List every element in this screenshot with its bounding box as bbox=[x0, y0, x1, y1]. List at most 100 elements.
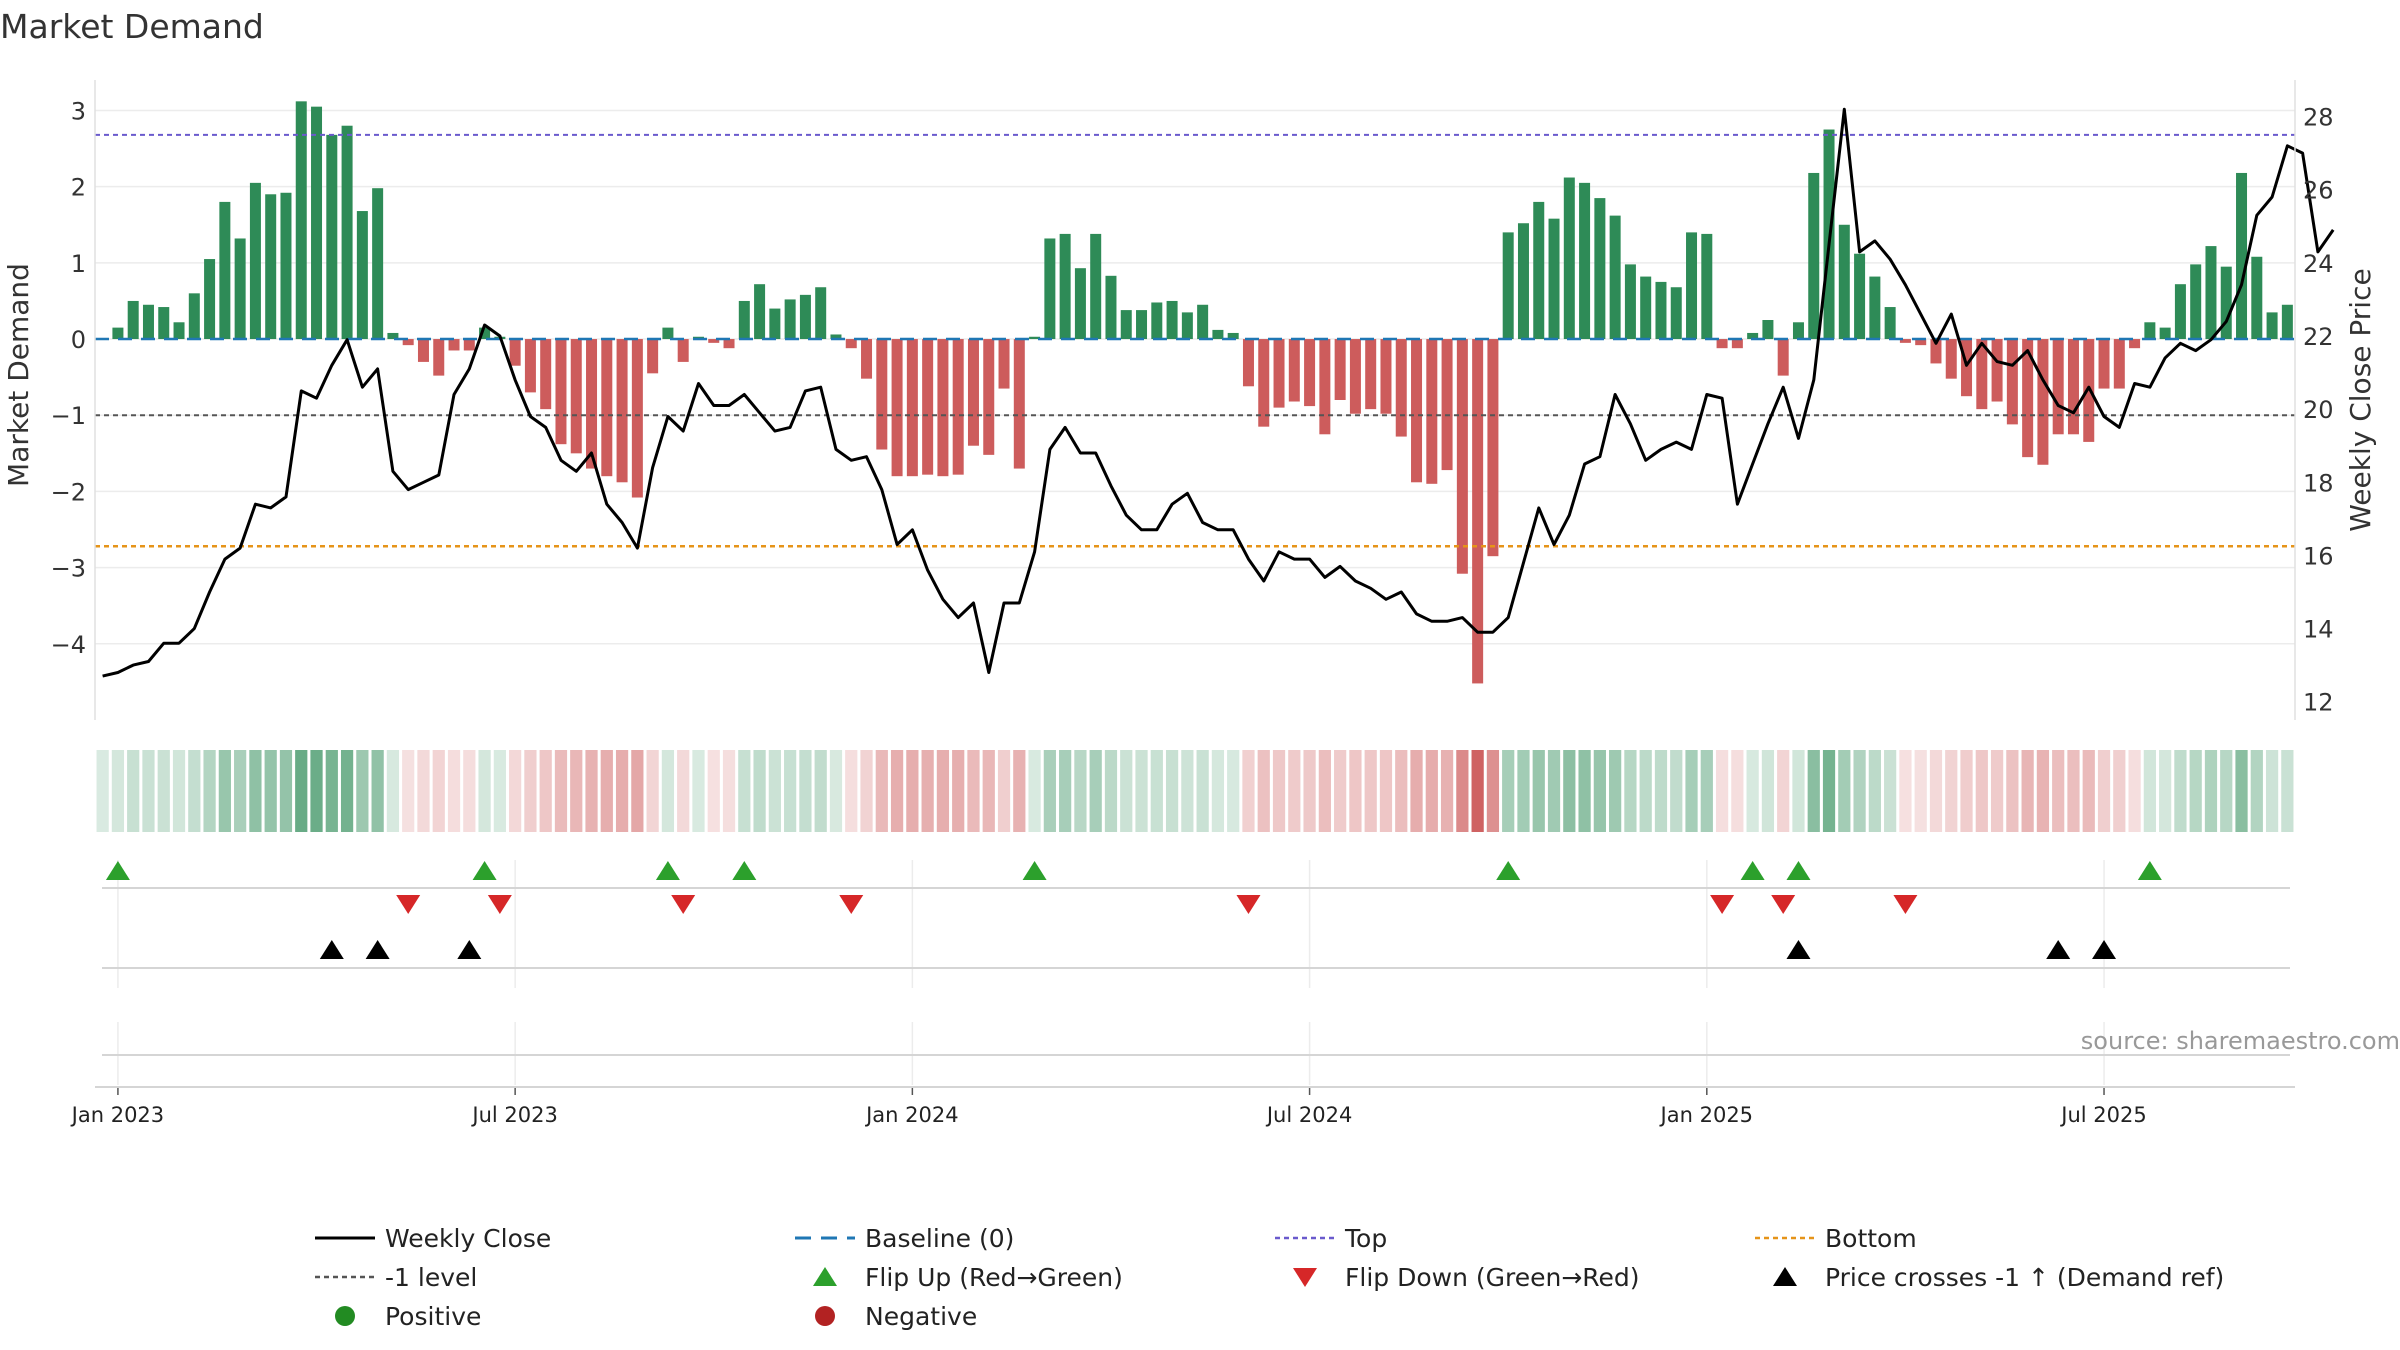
heat-cell bbox=[1792, 750, 1805, 832]
demand-bar bbox=[1961, 339, 1973, 397]
heat-cell bbox=[447, 750, 461, 832]
demand-bar bbox=[1044, 238, 1056, 340]
flip-up-marker bbox=[1496, 861, 1521, 880]
flip-up-marker bbox=[472, 861, 497, 880]
demand-bar bbox=[891, 339, 903, 477]
demand-bar bbox=[754, 284, 766, 340]
demand-bar bbox=[1533, 201, 1545, 340]
demand-bar bbox=[631, 339, 643, 498]
demand-bar bbox=[1640, 276, 1652, 340]
heat-cell bbox=[463, 750, 476, 832]
demand-bar bbox=[1319, 339, 1331, 435]
heat-cell bbox=[1899, 750, 1912, 832]
heat-cell bbox=[829, 750, 843, 832]
demand-bar bbox=[2006, 339, 2018, 425]
legend-negative-swatch bbox=[815, 1306, 835, 1326]
heat-cell bbox=[1395, 750, 1408, 832]
demand-bar bbox=[1762, 320, 1774, 340]
legend-label: Negative bbox=[865, 1302, 977, 1331]
demand-bar bbox=[1227, 332, 1239, 340]
demand-bar bbox=[799, 294, 811, 340]
demand-bar bbox=[1930, 339, 1942, 364]
demand-bar bbox=[570, 339, 582, 454]
heat-cell bbox=[707, 750, 720, 832]
heat-cell bbox=[1334, 750, 1347, 832]
flip-up-marker bbox=[1022, 861, 1047, 880]
legend-label: Price crosses -1 ↑ (Demand ref) bbox=[1825, 1263, 2224, 1292]
demand-bar bbox=[448, 339, 460, 351]
heat-cell bbox=[906, 750, 919, 832]
x-tick-label: Jan 2024 bbox=[864, 1103, 959, 1127]
demand-bar bbox=[815, 287, 827, 340]
heat-cell bbox=[875, 750, 888, 832]
legend-label: -1 level bbox=[385, 1263, 477, 1292]
heat-cell bbox=[845, 750, 858, 832]
demand-bar bbox=[1502, 232, 1514, 340]
demand-bar bbox=[2037, 339, 2049, 465]
demand-bar bbox=[234, 238, 246, 340]
demand-bar bbox=[387, 332, 399, 340]
x-tick-label: Jul 2025 bbox=[2059, 1103, 2146, 1127]
demand-bar bbox=[1074, 268, 1086, 340]
heat-cell bbox=[1685, 750, 1698, 832]
y-tick-left: 3 bbox=[71, 97, 86, 125]
y-tick-left: −2 bbox=[51, 478, 86, 506]
demand-bar bbox=[1716, 339, 1728, 349]
heat-cell bbox=[738, 750, 751, 832]
legend-item: Negative bbox=[815, 1302, 977, 1331]
demand-bar bbox=[1594, 198, 1606, 340]
demand-bar bbox=[2113, 339, 2125, 389]
demand-bar bbox=[1349, 339, 1361, 414]
legend-flip-down-swatch bbox=[1293, 1268, 1317, 1287]
legend-flip-up-swatch bbox=[813, 1267, 837, 1286]
price-cross-marker bbox=[319, 940, 344, 959]
demand-bar bbox=[249, 182, 261, 340]
heat-cell bbox=[1165, 750, 1179, 832]
demand-bar bbox=[1426, 339, 1438, 484]
heat-cell bbox=[1013, 750, 1026, 832]
demand-bar bbox=[616, 339, 628, 483]
demand-bar bbox=[1792, 322, 1804, 340]
heat-cell bbox=[2113, 750, 2126, 832]
demand-bar bbox=[341, 125, 353, 340]
heat-cell bbox=[1181, 750, 1194, 832]
demand-bar bbox=[1838, 224, 1850, 340]
heat-cell bbox=[371, 750, 384, 832]
heat-cell bbox=[157, 750, 170, 832]
demand-bar bbox=[967, 339, 979, 446]
demand-bar bbox=[2236, 172, 2248, 340]
heat-cell bbox=[2265, 750, 2279, 832]
demand-heat-strip bbox=[96, 750, 2294, 832]
heat-cell bbox=[203, 750, 216, 832]
demand-bar bbox=[1945, 339, 1957, 379]
demand-bar bbox=[1181, 312, 1193, 340]
demand-bar bbox=[1624, 264, 1636, 340]
demand-bar bbox=[2159, 327, 2171, 340]
flip-down-marker bbox=[396, 895, 421, 914]
demand-bar bbox=[524, 339, 536, 393]
y-tick-right: 20 bbox=[2303, 396, 2334, 424]
heat-cell bbox=[1028, 750, 1041, 832]
legend-item: Bottom bbox=[1755, 1224, 1917, 1253]
legend-item: Flip Down (Green→Red) bbox=[1293, 1263, 1640, 1292]
price-cross-marker bbox=[2092, 940, 2117, 959]
demand-bar bbox=[601, 339, 613, 477]
demand-bar bbox=[1136, 310, 1148, 340]
flip-down-marker bbox=[1710, 895, 1735, 914]
x-tick-label: Jul 2024 bbox=[1265, 1103, 1352, 1127]
flip-down-marker bbox=[1893, 895, 1918, 914]
demand-bar bbox=[1288, 339, 1300, 402]
demand-bar bbox=[2052, 339, 2064, 435]
heat-cell bbox=[799, 750, 812, 832]
demand-bar bbox=[662, 327, 674, 340]
heat-cell bbox=[1150, 750, 1163, 832]
heat-cell bbox=[1884, 750, 1897, 832]
heat-cell bbox=[402, 750, 415, 832]
heat-cell bbox=[1074, 750, 1087, 832]
heat-cell bbox=[2021, 750, 2034, 832]
y-tick-left: 1 bbox=[71, 250, 86, 278]
heat-cell bbox=[1547, 750, 1561, 832]
weekly-close-series bbox=[102, 107, 2335, 678]
heat-cell bbox=[2006, 750, 2019, 832]
